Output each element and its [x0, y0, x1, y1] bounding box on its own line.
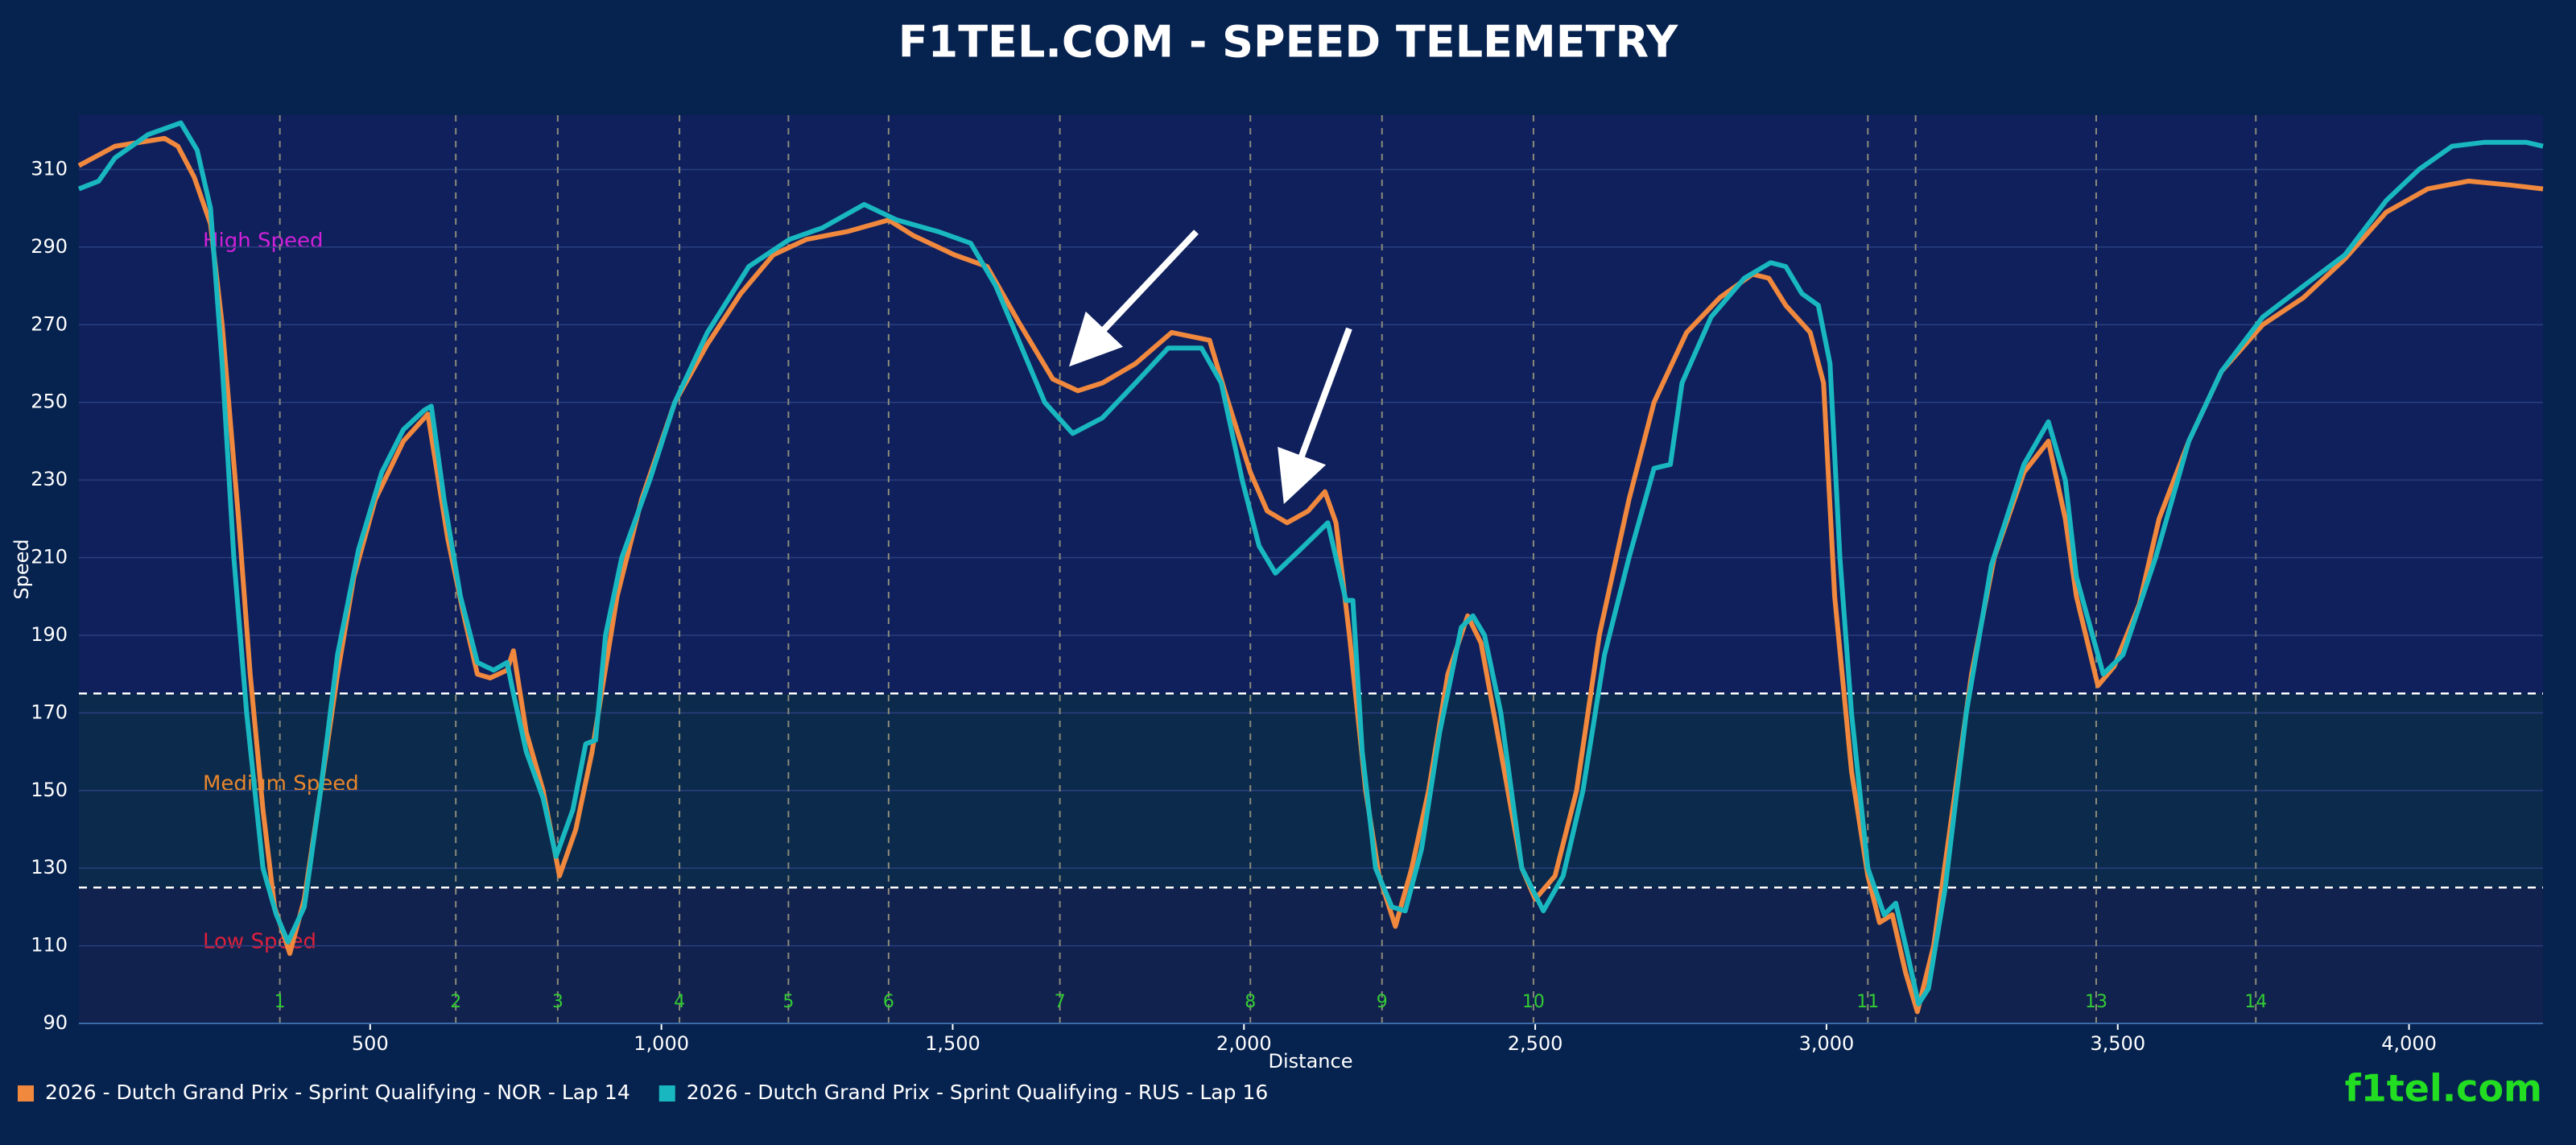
- y-tick-label: 170: [31, 701, 68, 723]
- corner-label: 6: [883, 992, 894, 1012]
- y-tick-label: 130: [31, 856, 68, 878]
- zone-label: High Speed: [203, 229, 324, 254]
- x-axis-label: Distance: [1269, 1050, 1353, 1073]
- corner-label: 5: [782, 992, 794, 1012]
- y-tick-label: 90: [43, 1011, 68, 1034]
- annotation-arrow: [1278, 327, 1352, 504]
- x-tick-label: 4,000: [2381, 1032, 2437, 1055]
- x-tick-label: 1,000: [634, 1032, 689, 1055]
- y-tick-label: 190: [31, 623, 68, 646]
- corner-label: 1: [275, 992, 286, 1012]
- legend-label: 2026 - Dutch Grand Prix - Sprint Qualify…: [687, 1081, 1269, 1104]
- y-tick-label: 230: [31, 468, 68, 490]
- speed-zone: [79, 115, 2543, 694]
- y-tick-label: 270: [31, 312, 68, 335]
- annotation-arrow: [1069, 229, 1199, 367]
- corner-label: 13: [2085, 992, 2107, 1012]
- legend-swatch: [658, 1085, 675, 1102]
- x-tick-label: 3,500: [2090, 1032, 2145, 1055]
- zone-label: Low Speed: [203, 930, 316, 954]
- speed-zone: [79, 887, 2543, 1023]
- x-tick-label: 2,500: [1508, 1032, 1563, 1055]
- corner-label: 8: [1245, 992, 1256, 1012]
- corner-label: 11: [1856, 992, 1879, 1012]
- y-tick-label: 150: [31, 779, 68, 801]
- corner-label: 2: [450, 992, 461, 1012]
- x-tick-label: 3,000: [1799, 1032, 1855, 1055]
- corner-label: 14: [2244, 992, 2267, 1012]
- series-line: [77, 120, 2544, 1007]
- y-axis-label: Speed: [10, 539, 33, 599]
- y-tick-label: 110: [31, 934, 68, 957]
- corner-label: 10: [1522, 992, 1545, 1012]
- legend-swatch: [18, 1085, 34, 1102]
- x-tick-label: 1,500: [925, 1032, 980, 1055]
- legend-label: 2026 - Dutch Grand Prix - Sprint Qualify…: [45, 1081, 630, 1104]
- y-tick-label: 290: [31, 235, 68, 258]
- zone-label: Medium Speed: [203, 772, 359, 796]
- y-tick-label: 250: [31, 391, 68, 413]
- corner-label: 7: [1055, 992, 1066, 1012]
- x-tick-label: 500: [352, 1032, 389, 1055]
- corner-label: 4: [674, 992, 685, 1012]
- y-tick-label: 310: [31, 157, 68, 180]
- x-tick-label: 2,000: [1216, 1032, 1272, 1055]
- y-tick-label: 210: [31, 546, 68, 568]
- watermark: f1tel.com: [2345, 1067, 2542, 1110]
- chart-title: F1TEL.COM - SPEED TELEMETRY: [898, 17, 1678, 68]
- corner-label: 3: [552, 992, 564, 1012]
- corner-label: 9: [1377, 992, 1388, 1012]
